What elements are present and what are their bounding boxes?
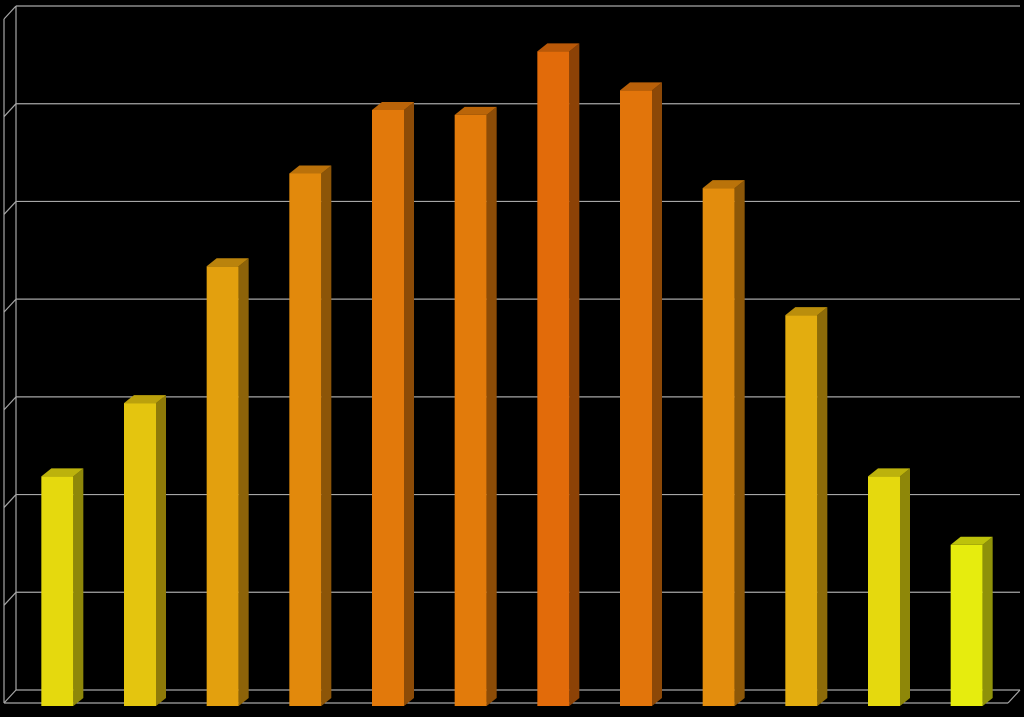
bar-top <box>868 468 910 477</box>
bar <box>454 106 497 707</box>
bar-top <box>785 307 828 316</box>
bar-side <box>404 101 414 706</box>
bar-side <box>486 106 497 707</box>
gridline-side <box>3 494 17 508</box>
gridline-side <box>3 298 17 313</box>
bar-front <box>454 114 487 707</box>
bar-top <box>537 43 580 52</box>
gridlines <box>3 5 1020 704</box>
bar-front <box>950 544 983 706</box>
bar <box>372 101 414 706</box>
bar-front <box>41 476 74 706</box>
gridline-side <box>3 396 17 411</box>
bar <box>124 395 166 706</box>
axes <box>3 6 1021 704</box>
bar-top <box>372 101 414 110</box>
bar-front <box>620 90 652 706</box>
bar-side <box>734 180 745 707</box>
bar-side <box>321 165 332 706</box>
bar <box>41 468 84 706</box>
gridline-side <box>3 591 17 606</box>
x-axis-floor-side <box>1007 689 1021 704</box>
bar-top <box>206 258 249 267</box>
bar-side <box>238 258 249 706</box>
bar <box>702 180 745 707</box>
bar-front <box>785 315 818 706</box>
bar <box>206 258 249 706</box>
bar-front <box>868 476 900 706</box>
bar <box>620 82 662 706</box>
bars <box>41 43 993 707</box>
bar-top <box>41 468 84 477</box>
bar-front <box>372 109 404 706</box>
bar-side <box>817 307 828 706</box>
bar <box>950 536 993 706</box>
bar-front <box>289 173 322 706</box>
bar <box>868 468 910 706</box>
bar <box>785 307 828 706</box>
bar-front <box>537 51 570 707</box>
bar-side <box>73 468 84 706</box>
bar-top <box>124 395 166 404</box>
bar-front <box>206 266 239 706</box>
bar-side <box>569 43 580 707</box>
bar-top <box>289 165 332 174</box>
bar-side <box>982 536 993 706</box>
bar-top <box>702 180 745 189</box>
bar <box>289 165 332 706</box>
bar-top <box>454 106 497 115</box>
bar-front <box>702 188 735 707</box>
gridline-side <box>3 103 17 118</box>
bar-side <box>900 468 910 706</box>
bar-top <box>950 536 993 545</box>
bar-front <box>124 403 156 706</box>
gridline-side <box>3 689 17 704</box>
gridline-side <box>3 5 17 20</box>
bar-top <box>620 82 662 91</box>
bar-side <box>652 82 662 706</box>
bar-side <box>156 395 166 706</box>
gridline-side <box>3 201 17 215</box>
bar <box>537 43 580 707</box>
